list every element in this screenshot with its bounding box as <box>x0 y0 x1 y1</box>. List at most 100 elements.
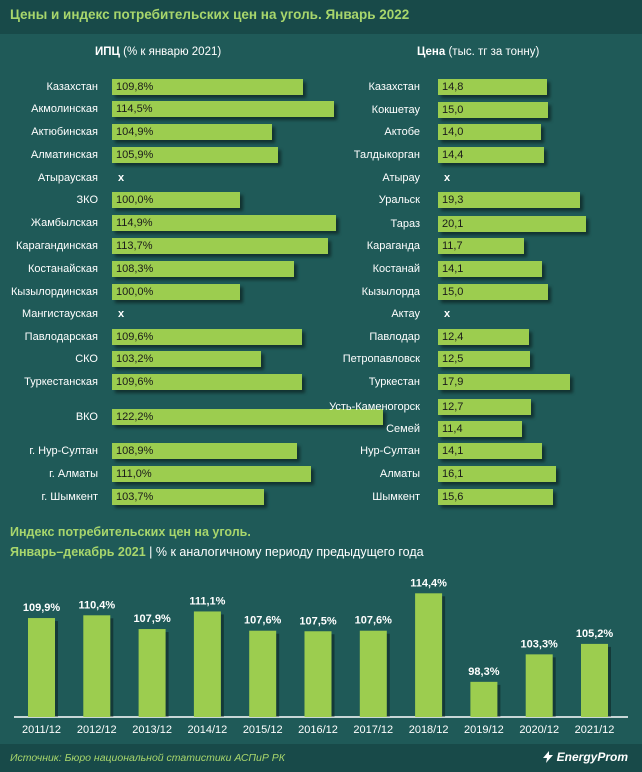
left-panel-bar-value: 103,7% <box>116 491 154 503</box>
right-panel-bar <box>438 489 553 505</box>
right-panel-bar <box>438 399 532 415</box>
year-bar-value: 105,2% <box>576 628 614 640</box>
year-tick-label: 2019/12 <box>464 724 504 736</box>
right-panel-bar-value: 14,4 <box>442 149 464 161</box>
right-panel-title-bold: Цена <box>417 46 446 58</box>
year-bar <box>581 643 608 717</box>
right-panel-label: Атырау <box>382 172 420 184</box>
right-panel-label: Уральск <box>378 194 420 206</box>
right-panel-bar <box>438 374 570 390</box>
year-bar-value: 109,9% <box>23 602 61 614</box>
year-bar-value: 107,6% <box>244 615 282 627</box>
right-panel-label: Шымкент <box>372 491 420 503</box>
year-tick-label: 2015/12 <box>243 724 283 736</box>
right-panel-bar <box>438 192 581 208</box>
year-bar-value: 103,3% <box>521 638 559 650</box>
right-panel-na-value: x <box>444 172 451 184</box>
year-bar-value: 107,9% <box>133 613 171 625</box>
year-bar <box>470 681 498 717</box>
right-panel-label: Костанай <box>372 263 420 275</box>
left-panel-bar <box>112 101 334 117</box>
year-tick-label: 2013/12 <box>132 724 172 736</box>
footer-bar <box>0 744 642 772</box>
section2-subtitle-sep: | <box>145 545 156 559</box>
left-panel-label: Кызылординская <box>10 286 98 298</box>
right-panel-bar-value: 11,4 <box>442 423 463 435</box>
left-panel-bar <box>112 329 302 345</box>
left-panel-bar <box>112 409 384 425</box>
source-note: Источник: Бюро национальной статистики А… <box>10 752 285 764</box>
right-panel-label: Тараз <box>390 218 421 230</box>
section2-subtitle: Январь–декабрь 2021 | % к аналогичному п… <box>10 545 424 559</box>
yearly-cpi-chart: 109,9% 2011/12 110,4% 2012/12 107,9% 2013/12 1… <box>14 577 628 736</box>
right-panel-label: Караганда <box>366 240 420 252</box>
logo-text: EnergyProm <box>556 750 628 764</box>
right-panel-bar <box>438 216 586 232</box>
year-tick-label: 2012/12 <box>77 724 117 736</box>
left-panel-bar <box>112 79 304 95</box>
right-panel-bar-value: 19,3 <box>442 194 464 206</box>
right-panel-bar <box>438 351 530 367</box>
year-tick-label: 2017/12 <box>353 724 393 736</box>
right-panel-label: Нур-Султан <box>360 445 420 457</box>
left-panel-label: Мангистауская <box>21 308 98 320</box>
page-title: Цены и индекс потребительских цен на уго… <box>10 7 410 22</box>
left-panel-label: Атырауская <box>37 172 98 184</box>
left-panel-bar <box>112 147 279 163</box>
left-panel-bar-value: 109,6% <box>116 331 154 343</box>
left-panel-label: Жамбылская <box>30 217 98 229</box>
left-panel-bar <box>112 192 240 208</box>
left-panel-bar-value: 104,9% <box>116 126 154 138</box>
year-bar <box>83 615 111 717</box>
left-panel-label: Казахстан <box>46 81 98 93</box>
right-panel-label: Талдыкорган <box>353 149 420 161</box>
year-bar <box>138 629 166 717</box>
year-tick-label: 2011/12 <box>22 724 61 736</box>
right-panel-bar <box>438 261 542 277</box>
left-panel-label: Карагандинская <box>16 240 98 252</box>
left-panel-bar <box>112 238 329 254</box>
right-panel-label: Кокшетау <box>371 104 420 116</box>
year-bar-value: 110,4% <box>78 599 115 611</box>
left-panel-label: Костанайская <box>27 263 98 275</box>
left-panel-bar-value: 109,6% <box>116 376 154 388</box>
right-panel-label: Усть-Каменогорск <box>329 401 420 413</box>
left-panel-bar <box>112 284 240 300</box>
left-panel-bar-value: 122,2% <box>116 411 154 423</box>
right-panel-bar-value: 14,1 <box>442 445 464 457</box>
left-panel-bar <box>112 489 264 505</box>
right-panel-bar-value: 16,1 <box>442 468 464 480</box>
left-panel-label: г. Нур-Султан <box>29 445 98 457</box>
left-panel-bar <box>112 215 337 231</box>
left-panel-label: Павлодарская <box>24 331 98 343</box>
left-panel-label: ЗКО <box>76 194 98 206</box>
left-panel-label: Актюбинская <box>31 126 98 138</box>
right-panel-bar <box>438 124 542 140</box>
right-panel-bar <box>438 147 544 163</box>
left-panel-label: ВКО <box>75 411 98 423</box>
left-panel-bar-value: 103,2% <box>116 353 154 365</box>
right-panel-label: Актау <box>391 308 420 320</box>
left-panel-bar-value: 108,9% <box>116 445 154 457</box>
left-panel-label: Алматинская <box>30 149 98 161</box>
left-panel-bar-value: 109,8% <box>116 81 154 93</box>
left-panel-label: г. Шымкент <box>41 491 99 503</box>
right-panel-bar <box>438 329 530 345</box>
left-panel-label: г. Алматы <box>49 468 98 480</box>
right-panel-label: Туркестан <box>368 376 420 388</box>
section2-title: Индекс потребительских цен на уголь. <box>10 525 251 539</box>
year-bar-value: 107,6% <box>355 615 393 627</box>
left-panel-na-value: x <box>118 172 125 184</box>
year-bar-value: 107,5% <box>299 615 337 627</box>
right-panel-bar-value: 15,0 <box>442 104 464 116</box>
right-panel-label: Семей <box>386 423 420 435</box>
year-tick-label: 2020/12 <box>519 724 559 736</box>
year-tick-label: 2014/12 <box>188 724 228 736</box>
section2-subtitle-unit: % к аналогичному периоду предыдущего год… <box>155 545 424 559</box>
left-panel-bar <box>112 261 294 277</box>
right-panel-bar <box>438 284 549 300</box>
year-bar <box>415 593 443 717</box>
section2-subtitle-period: Январь–декабрь 2021 <box>10 545 146 559</box>
left-panel-bar-value: 111,0% <box>116 468 152 480</box>
year-bar-value: 114,4% <box>410 577 447 589</box>
